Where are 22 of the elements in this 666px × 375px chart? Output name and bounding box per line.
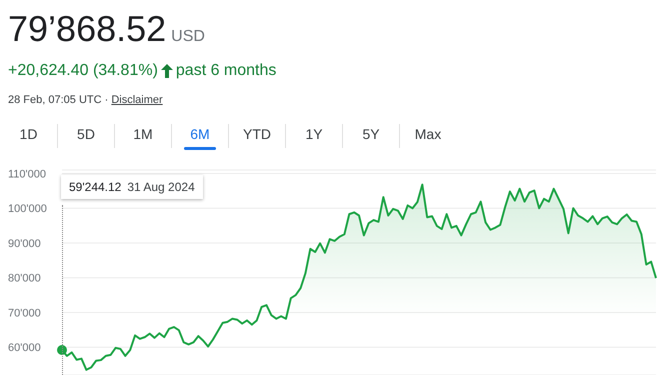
annotation: 31 Aug 2024	[127, 180, 195, 194]
text: 1Y	[285, 124, 342, 148]
y-tick-label: 100'000	[8, 203, 47, 216]
text: 5Y	[342, 124, 399, 148]
text: 28 Feb, 07:05 UTC ·	[8, 94, 110, 106]
text: past 6 months	[176, 62, 276, 80]
chart-title: 79’868.52	[8, 8, 166, 49]
y-tick-label: 90'000	[8, 238, 41, 250]
chart-subtitle: +20,624.40 (34.81%)	[8, 62, 158, 80]
text: 1M	[114, 124, 171, 148]
text: 6M	[171, 124, 228, 148]
text: 1D	[18, 125, 38, 144]
y-tick-label: 70'000	[8, 307, 41, 320]
text: USD	[171, 28, 205, 45]
y-tick-label: 80'000	[8, 272, 41, 285]
text: YTD	[228, 124, 285, 148]
text: Max	[399, 124, 456, 148]
annotation: 59'244.12	[69, 180, 122, 194]
text: 5D	[57, 124, 114, 148]
y-tick-label: 110'000	[8, 168, 46, 180]
text: Disclaimer	[111, 94, 163, 106]
y-tick-label: 60'000	[8, 342, 41, 354]
